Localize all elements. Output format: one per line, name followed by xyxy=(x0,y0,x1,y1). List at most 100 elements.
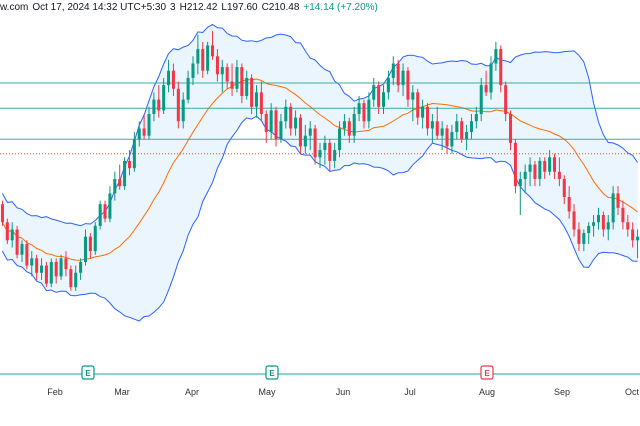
candle xyxy=(596,207,600,230)
earnings-label: E xyxy=(484,369,490,378)
candle xyxy=(220,59,224,93)
candle-body xyxy=(235,67,239,89)
candle-body xyxy=(181,99,185,122)
candle-body xyxy=(587,225,591,234)
bollinger-band-layer xyxy=(1,23,639,322)
candle-body xyxy=(406,70,410,100)
earnings-label: E xyxy=(269,369,275,378)
candle xyxy=(74,265,78,291)
candle-body xyxy=(489,63,493,93)
candle xyxy=(479,77,483,122)
candle-body xyxy=(386,77,390,93)
candle xyxy=(176,81,180,129)
candle xyxy=(123,157,127,190)
candle xyxy=(230,63,234,96)
candle-body xyxy=(79,261,83,273)
candle-body xyxy=(10,229,14,241)
candle-body xyxy=(186,77,190,100)
candle xyxy=(240,63,244,104)
candle-body xyxy=(494,49,498,64)
candle-body xyxy=(118,178,122,187)
candle xyxy=(562,175,566,205)
candle-body xyxy=(518,178,522,187)
candle xyxy=(543,157,547,179)
candle xyxy=(264,110,268,143)
candle xyxy=(79,258,83,280)
candle-body xyxy=(269,110,273,133)
candle-body xyxy=(108,193,112,219)
candle xyxy=(20,240,24,262)
candle-body xyxy=(308,128,312,136)
candle-body xyxy=(601,215,605,230)
candle xyxy=(318,142,322,169)
candle-body xyxy=(445,128,449,147)
x-tick-label: Feb xyxy=(47,387,63,397)
candle-body xyxy=(396,63,400,86)
candle xyxy=(430,114,434,143)
time-axis: Feb Mar Apr May Jun Jul Aug Sep Oct xyxy=(47,387,639,397)
candle-body xyxy=(509,114,513,143)
candle-body xyxy=(440,128,444,136)
candle xyxy=(113,171,117,201)
earnings-marker: E xyxy=(480,365,494,380)
candle-body xyxy=(596,215,600,223)
candle-body xyxy=(167,70,171,86)
candle xyxy=(25,240,29,270)
candle xyxy=(582,229,586,252)
candle-body xyxy=(504,85,508,115)
candle xyxy=(611,186,615,230)
candle-body xyxy=(294,117,298,129)
candle-body xyxy=(557,171,561,179)
candle-body xyxy=(289,106,293,129)
candle xyxy=(211,31,215,60)
candle-body xyxy=(5,222,9,241)
earnings-marker: E xyxy=(81,365,95,380)
candle xyxy=(162,77,166,115)
candle-body xyxy=(528,164,532,172)
candle xyxy=(357,95,361,122)
candle-body xyxy=(211,45,215,57)
candle-body xyxy=(352,114,356,136)
candle xyxy=(484,70,488,96)
candle-body xyxy=(616,193,620,208)
candles-layer xyxy=(0,31,640,291)
candle-body xyxy=(342,121,346,129)
candle xyxy=(303,124,307,154)
candle xyxy=(167,59,171,93)
candle-body xyxy=(74,272,78,288)
candle xyxy=(40,258,44,280)
candle xyxy=(391,56,395,86)
candle xyxy=(509,110,513,151)
candle xyxy=(152,92,156,122)
candle-body xyxy=(206,45,210,71)
candle xyxy=(274,106,278,147)
candle-body xyxy=(338,128,342,151)
candle-body xyxy=(230,81,234,89)
candle xyxy=(513,139,517,194)
candle-body xyxy=(611,193,615,223)
candle xyxy=(298,114,302,154)
candle-body xyxy=(69,269,73,288)
candle xyxy=(5,218,9,244)
candle-body xyxy=(250,77,254,107)
band-fill xyxy=(2,24,638,321)
candle xyxy=(49,258,53,288)
candle-body xyxy=(191,63,195,78)
candle-body xyxy=(147,114,151,136)
candle xyxy=(142,114,146,140)
candle xyxy=(401,63,405,96)
candle xyxy=(235,59,239,93)
candle xyxy=(333,142,337,169)
candle xyxy=(171,63,175,96)
candle-body xyxy=(626,222,630,230)
candle xyxy=(215,49,219,82)
candle xyxy=(469,114,473,140)
candle xyxy=(455,114,459,140)
basis-line xyxy=(1,78,638,261)
candle xyxy=(592,215,596,237)
candle-body xyxy=(132,139,136,169)
candle-body xyxy=(142,128,146,136)
candle-body xyxy=(25,243,29,266)
